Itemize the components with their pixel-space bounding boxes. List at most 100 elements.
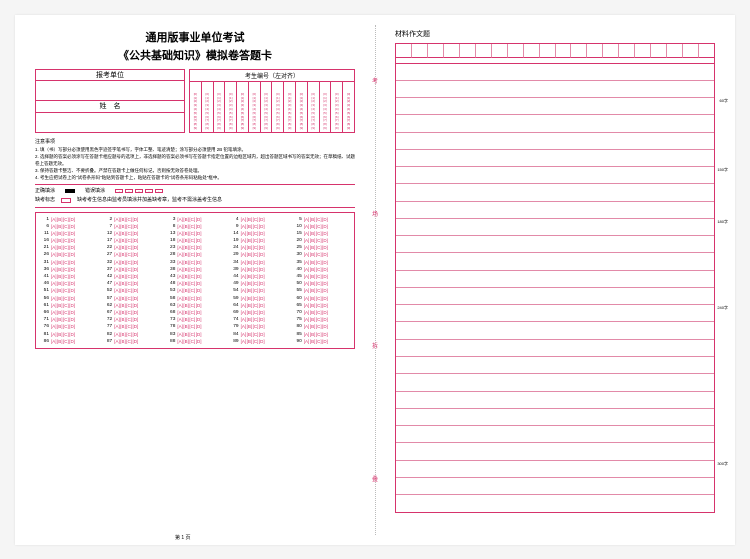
mcq-item[interactable]: 65[A][B][C][D] — [293, 303, 350, 308]
mcq-item[interactable]: 1[A][B][C][D] — [40, 217, 97, 222]
exam-id-cell[interactable] — [284, 82, 296, 92]
mcq-item[interactable]: 29[A][B][C][D] — [230, 252, 287, 257]
essay-line[interactable] — [396, 409, 714, 426]
mcq-item[interactable]: 21[A][B][C][D] — [40, 245, 97, 250]
exam-id-cell[interactable] — [296, 82, 308, 92]
mcq-item[interactable]: 75[A][B][C][D] — [293, 317, 350, 322]
mcq-item[interactable]: 48[A][B][C][D] — [166, 281, 223, 286]
mcq-item[interactable]: 14[A][B][C][D] — [230, 231, 287, 236]
essay-title-cell[interactable] — [603, 44, 619, 58]
essay-title-cell[interactable] — [444, 44, 460, 58]
mcq-item[interactable]: 11[A][B][C][D] — [40, 231, 97, 236]
essay-title-cell[interactable] — [651, 44, 667, 58]
exam-id-bubble-col[interactable]: [0][1][2][3][4][5][6][7][8][9] — [272, 92, 284, 132]
mcq-item[interactable]: 12[A][B][C][D] — [103, 231, 160, 236]
essay-line[interactable] — [396, 392, 714, 409]
exam-id-bubble-col[interactable]: [0][1][2][3][4][5][6][7][8][9] — [249, 92, 261, 132]
essay-title-cell[interactable] — [667, 44, 683, 58]
mcq-item[interactable]: 16[A][B][C][D] — [40, 238, 97, 243]
essay-line[interactable]: 150字 — [396, 167, 714, 184]
mcq-item[interactable]: 61[A][B][C][D] — [40, 303, 97, 308]
essay-line[interactable]: 300字 — [396, 461, 714, 478]
essay-line[interactable] — [396, 271, 714, 288]
exam-id-cell[interactable] — [272, 82, 284, 92]
exam-id-bubble-col[interactable]: [0][1][2][3][4][5][6][7][8][9] — [296, 92, 308, 132]
mcq-item[interactable]: 27[A][B][C][D] — [103, 252, 160, 257]
mcq-item[interactable]: 18[A][B][C][D] — [166, 238, 223, 243]
mcq-item[interactable]: 62[A][B][C][D] — [103, 303, 160, 308]
mcq-item[interactable]: 57[A][B][C][D] — [103, 296, 160, 301]
mcq-item[interactable]: 34[A][B][C][D] — [230, 260, 287, 265]
mcq-item[interactable]: 77[A][B][C][D] — [103, 324, 160, 329]
mcq-item[interactable]: 33[A][B][C][D] — [166, 260, 223, 265]
essay-line[interactable] — [396, 443, 714, 460]
exam-id-cell[interactable] — [343, 82, 354, 92]
essay-line[interactable] — [396, 478, 714, 495]
essay-line[interactable] — [396, 202, 714, 219]
essay-title-cell[interactable] — [540, 44, 556, 58]
mcq-item[interactable]: 3[A][B][C][D] — [166, 217, 223, 222]
mcq-item[interactable]: 59[A][B][C][D] — [230, 296, 287, 301]
essay-line[interactable] — [396, 184, 714, 201]
essay-line[interactable] — [396, 357, 714, 374]
essay-title-cell[interactable] — [619, 44, 635, 58]
exam-id-write-row[interactable] — [190, 82, 354, 92]
mcq-item[interactable]: 88[A][B][C][D] — [166, 339, 223, 344]
mcq-item[interactable]: 84[A][B][C][D] — [230, 332, 287, 337]
mcq-item[interactable]: 17[A][B][C][D] — [103, 238, 160, 243]
mcq-item[interactable]: 64[A][B][C][D] — [230, 303, 287, 308]
exam-id-bubble-col[interactable]: [0][1][2][3][4][5][6][7][8][9] — [190, 92, 202, 132]
essay-line[interactable] — [396, 340, 714, 357]
exam-id-cell[interactable] — [202, 82, 214, 92]
mcq-item[interactable]: 56[A][B][C][D] — [40, 296, 97, 301]
mcq-item[interactable]: 5[A][B][C][D] — [293, 217, 350, 222]
mcq-item[interactable]: 9[A][B][C][D] — [230, 224, 287, 229]
mcq-item[interactable]: 72[A][B][C][D] — [103, 317, 160, 322]
mcq-item[interactable]: 23[A][B][C][D] — [166, 245, 223, 250]
mcq-item[interactable]: 81[A][B][C][D] — [40, 332, 97, 337]
mcq-item[interactable]: 82[A][B][C][D] — [103, 332, 160, 337]
mcq-item[interactable]: 87[A][B][C][D] — [103, 339, 160, 344]
essay-title-cell[interactable] — [571, 44, 587, 58]
mcq-item[interactable]: 53[A][B][C][D] — [166, 288, 223, 293]
essay-title-cell[interactable] — [460, 44, 476, 58]
absent-box[interactable] — [61, 198, 71, 203]
mcq-item[interactable]: 71[A][B][C][D] — [40, 317, 97, 322]
mcq-item[interactable]: 25[A][B][C][D] — [293, 245, 350, 250]
mcq-item[interactable]: 41[A][B][C][D] — [40, 274, 97, 279]
mcq-item[interactable]: 70[A][B][C][D] — [293, 310, 350, 315]
essay-line[interactable] — [396, 322, 714, 339]
essay-title-cell[interactable] — [428, 44, 444, 58]
essay-title-cell[interactable] — [683, 44, 699, 58]
essay-title-cell[interactable] — [492, 44, 508, 58]
mcq-item[interactable]: 19[A][B][C][D] — [230, 238, 287, 243]
mcq-item[interactable]: 66[A][B][C][D] — [40, 310, 97, 315]
essay-line[interactable] — [396, 81, 714, 98]
mcq-item[interactable]: 4[A][B][C][D] — [230, 217, 287, 222]
exam-id-cell[interactable] — [249, 82, 261, 92]
essay-line[interactable] — [396, 253, 714, 270]
essay-line[interactable] — [396, 426, 714, 443]
mcq-item[interactable]: 35[A][B][C][D] — [293, 260, 350, 265]
mcq-item[interactable]: 58[A][B][C][D] — [166, 296, 223, 301]
mcq-item[interactable]: 46[A][B][C][D] — [40, 281, 97, 286]
essay-title-cell[interactable] — [396, 44, 412, 58]
exam-id-bubble-col[interactable]: [0][1][2][3][4][5][6][7][8][9] — [214, 92, 226, 132]
essay-line[interactable]: 180字 — [396, 219, 714, 236]
mcq-item[interactable]: 79[A][B][C][D] — [230, 324, 287, 329]
exam-id-bubble-col[interactable]: [0][1][2][3][4][5][6][7][8][9] — [331, 92, 343, 132]
mcq-item[interactable]: 73[A][B][C][D] — [166, 317, 223, 322]
mcq-item[interactable]: 13[A][B][C][D] — [166, 231, 223, 236]
mcq-item[interactable]: 55[A][B][C][D] — [293, 288, 350, 293]
mcq-item[interactable]: 60[A][B][C][D] — [293, 296, 350, 301]
exam-id-bubble-col[interactable]: [0][1][2][3][4][5][6][7][8][9] — [320, 92, 332, 132]
mcq-item[interactable]: 69[A][B][C][D] — [230, 310, 287, 315]
exam-id-bubble-col[interactable]: [0][1][2][3][4][5][6][7][8][9] — [308, 92, 320, 132]
mcq-item[interactable]: 43[A][B][C][D] — [166, 274, 223, 279]
essay-line[interactable]: 240字 — [396, 305, 714, 322]
essay-line[interactable] — [396, 64, 714, 81]
exam-id-bubble-col[interactable]: [0][1][2][3][4][5][6][7][8][9] — [284, 92, 296, 132]
mcq-item[interactable]: 8[A][B][C][D] — [166, 224, 223, 229]
exam-id-cell[interactable] — [331, 82, 343, 92]
mcq-item[interactable]: 44[A][B][C][D] — [230, 274, 287, 279]
